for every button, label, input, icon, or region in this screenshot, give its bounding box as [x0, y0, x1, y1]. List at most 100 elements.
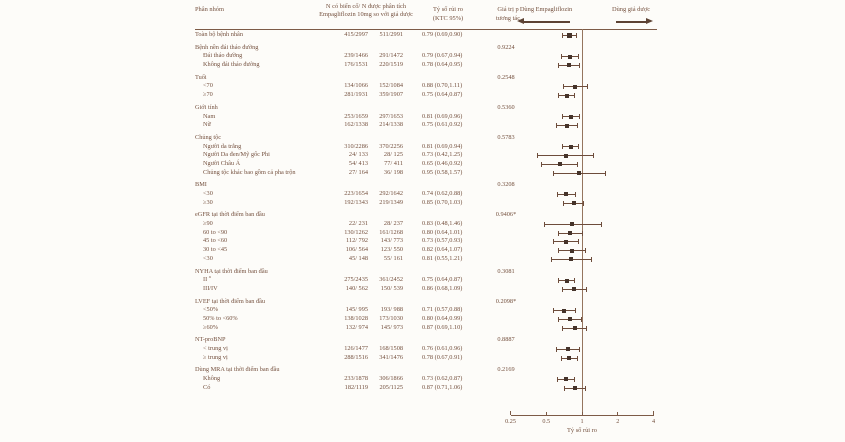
- forest-data-row: Nữ 162/1338 214/1338 0.75 (0.61,0.92): [195, 121, 670, 130]
- p-value: 0.3208: [497, 181, 515, 189]
- col-hr-ci: 0.75 (0.64,0.87): [422, 276, 463, 284]
- point-estimate-square: [557, 162, 562, 167]
- col-placebo-n: 168/1508: [379, 345, 403, 352]
- col-hr-ci: 0.73 (0.57,0.93): [422, 237, 463, 245]
- col-hr-ci: 0.73 (0.62,0.87): [422, 375, 463, 383]
- p-value: 0.8887: [497, 336, 515, 344]
- ci-cap: [584, 248, 586, 254]
- row-label: Có: [203, 383, 211, 391]
- ci-cap: [583, 200, 585, 206]
- x-axis-tick: [617, 412, 619, 415]
- ci-cap: [552, 239, 554, 245]
- col-placebo-n: 152/1084: [379, 82, 403, 90]
- ci-cap: [574, 308, 576, 314]
- point-estimate-square: [570, 222, 575, 227]
- col-empagliflozin-n: 182/1119: [344, 383, 368, 391]
- col-hr-ci: 0.79 (0.69,0.90): [422, 31, 463, 38]
- row-label: Người Da đen/Mỹ gốc Phi: [203, 151, 270, 159]
- col-hr-ci: 0.71 (0.57,0.88): [422, 306, 463, 314]
- point-estimate-square: [569, 144, 574, 149]
- col-hr-ci: 0.74 (0.62,0.88): [422, 190, 463, 197]
- point-estimate-square: [572, 386, 577, 391]
- col-hr-ci: 0.79 (0.67,0.94): [422, 52, 463, 60]
- row-label: Dùng MRA tại thời điểm ban đầu: [195, 366, 280, 374]
- col-empagliflozin-n: 130/1262: [344, 228, 368, 236]
- point-estimate-square: [568, 317, 573, 322]
- point-estimate-square: [577, 171, 582, 176]
- ci-cap: [578, 144, 580, 150]
- ci-cap: [558, 93, 560, 99]
- ci-cap: [558, 62, 560, 68]
- col-hr-ci: 0.82 (0.64,1.07): [422, 246, 463, 254]
- forest-data-row: Toàn bộ bệnh nhân 415/2997 511/2991 0.79 (0…: [195, 31, 670, 40]
- row-label: <30: [203, 254, 213, 262]
- row-label: ≥ trung vị: [203, 353, 228, 361]
- row-label: III/IV: [203, 284, 218, 292]
- row-label: ≥30: [203, 198, 213, 206]
- ci-cap: [584, 385, 586, 391]
- x-axis-line: [510, 415, 654, 416]
- ci-cap: [574, 278, 576, 284]
- ci-cap: [586, 325, 588, 331]
- col-hr-ci: 0.87 (0.69,1.10): [422, 323, 463, 331]
- subgroup-header-row: NYHA tại thời điểm ban đầu 0.3081: [195, 268, 670, 277]
- forest-data-row: Người Châu Á 54/ 413 77/ 411 0.65 (0.46,0.9…: [195, 160, 670, 169]
- ci-cap: [541, 161, 543, 167]
- col-hr-ci: 0.81 (0.69,0.94): [422, 142, 463, 150]
- ci-cap: [574, 191, 576, 197]
- ci-cap: [563, 385, 565, 391]
- ci-cap: [536, 153, 538, 159]
- p-value: 0.9224: [497, 43, 515, 51]
- ci-cap: [586, 84, 588, 90]
- col-placebo-n: 173/1030: [379, 314, 403, 322]
- p-value: 0.2169: [497, 366, 515, 374]
- row-label: <70: [203, 82, 213, 90]
- left-arrow-icon: [517, 18, 570, 24]
- col-placebo-n: 145/ 973: [380, 323, 403, 331]
- col-placebo-n: 28/ 125: [383, 151, 403, 159]
- row-label: 45 to <60: [203, 237, 228, 245]
- point-estimate-square: [567, 32, 573, 38]
- col-empagliflozin-n: 415/2997: [344, 31, 368, 38]
- ci-cap: [604, 170, 606, 176]
- col-hr-ci: 0.75 (0.64,0.87): [422, 91, 463, 99]
- forest-data-row: ≥60% 132/ 974 145/ 973 0.87 (0.69,1.10): [195, 324, 670, 333]
- col-header-subgroup: Phân nhóm: [195, 6, 224, 13]
- point-estimate-square: [565, 123, 570, 128]
- favors-placebo-label: Dùng giả dược: [611, 6, 651, 13]
- ci-cap: [576, 355, 578, 361]
- col-empagliflozin-n: 27/ 164: [348, 168, 368, 176]
- ci-cap: [558, 278, 560, 284]
- col-hr-ci: 0.78 (0.67,0.91): [422, 353, 463, 361]
- p-value: 0.3081: [497, 267, 515, 275]
- row-label: Không đái tháo đường: [203, 61, 260, 69]
- point-estimate-square: [565, 278, 570, 283]
- x-axis-title: Tỷ số rủi ro: [567, 427, 597, 434]
- col-header-hr-line1: Tỷ số rủi ro: [433, 6, 463, 13]
- x-axis-tick-label: 0.5: [542, 418, 551, 425]
- ci-cap: [562, 114, 564, 120]
- ci-cap: [543, 221, 545, 227]
- x-axis-tick-label: 1: [580, 418, 584, 425]
- point-estimate-square: [573, 84, 578, 89]
- forest-data-row: 60 to <90 130/1262 161/1268 0.80 (0.64,1.01…: [195, 229, 670, 238]
- row-label: NT-proBNP: [195, 336, 226, 344]
- row-label: Chủng tộc: [195, 133, 222, 141]
- x-axis-tick-label: 2: [616, 418, 620, 425]
- col-hr-ci: 0.88 (0.70,1.11): [422, 82, 463, 90]
- col-header-n-line1: N có biến cố/ N được phân tích: [325, 2, 407, 10]
- row-label: 50% to <60%: [203, 314, 238, 322]
- x-axis-tick: [510, 410, 511, 415]
- col-empagliflozin-n: 275/2435: [344, 276, 368, 284]
- row-label: ≥70: [203, 91, 213, 99]
- forest-data-row: III/IV 140/ 562 150/ 539 0.86 (0.68,1.09): [195, 285, 670, 294]
- ci-cap: [562, 32, 564, 38]
- ci-cap: [580, 316, 582, 322]
- row-label: ≥90: [203, 220, 213, 228]
- forest-data-row: <30 45/ 148 55/ 161 0.81 (0.55,1.21): [195, 255, 670, 264]
- col-placebo-n: 55/ 161: [383, 254, 403, 262]
- ci-cap: [563, 84, 565, 90]
- row-label: <50%: [203, 306, 219, 314]
- col-empagliflozin-n: 126/1477: [344, 345, 368, 352]
- col-empagliflozin-n: 223/1654: [344, 190, 368, 197]
